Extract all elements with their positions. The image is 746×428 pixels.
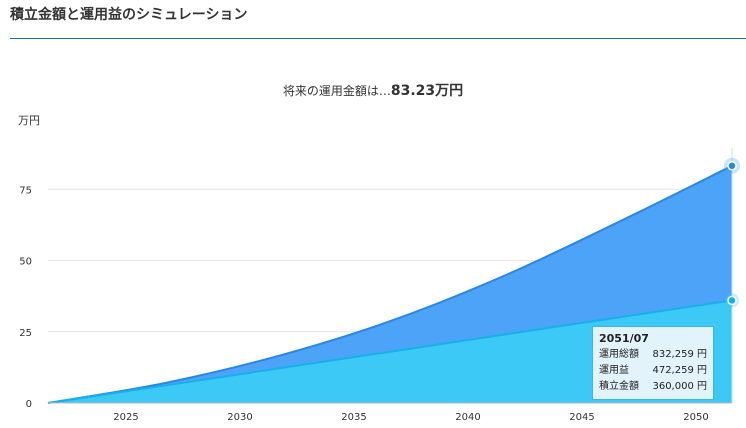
tooltip-row-total: 運用総額 832,259 円	[599, 347, 707, 363]
tooltip-value: 360,000 円	[652, 381, 707, 392]
headline-value: 83.23万円	[390, 83, 464, 99]
contribution-marker	[727, 295, 737, 306]
y-tick-label: 50	[19, 257, 32, 268]
y-tick-label: 25	[19, 328, 32, 339]
tooltip-row-contribution: 積立金額 360,000 円	[599, 379, 707, 395]
total-line	[47, 164, 733, 404]
y-axis-unit: 万円	[18, 114, 40, 127]
y-tick-label: 75	[19, 185, 32, 196]
tooltip-value: 832,259 円	[652, 349, 707, 360]
x-tick-label: 2045	[569, 412, 594, 423]
tooltip-value: 472,259 円	[652, 365, 707, 376]
tooltip-label: 運用益	[599, 365, 629, 376]
page-title: 積立金額と運用益のシミュレーション	[10, 7, 248, 23]
contribution-line	[47, 299, 733, 404]
tooltip-label: 運用総額	[599, 349, 639, 360]
x-tick-label: 2050	[683, 412, 708, 423]
headline: 将来の運用金額は…83.23万円	[0, 80, 746, 100]
tooltip-row-profit: 運用益 472,259 円	[599, 363, 707, 379]
total-marker	[727, 161, 737, 171]
x-tick-label: 2040	[455, 412, 480, 423]
tooltip-date: 2051/07	[599, 332, 649, 345]
x-tick-label: 2025	[113, 412, 138, 423]
tooltip-label: 積立金額	[599, 381, 639, 392]
x-tick-label: 2030	[227, 412, 252, 423]
headline-prefix: 将来の運用金額は…	[282, 84, 391, 98]
title-divider	[10, 38, 746, 39]
chart-tooltip: 2051/07 運用総額 832,259 円 運用益 472,259 円 積立金額 3…	[592, 326, 714, 400]
y-tick-label: 0	[26, 399, 32, 410]
x-tick-label: 2035	[341, 412, 366, 423]
